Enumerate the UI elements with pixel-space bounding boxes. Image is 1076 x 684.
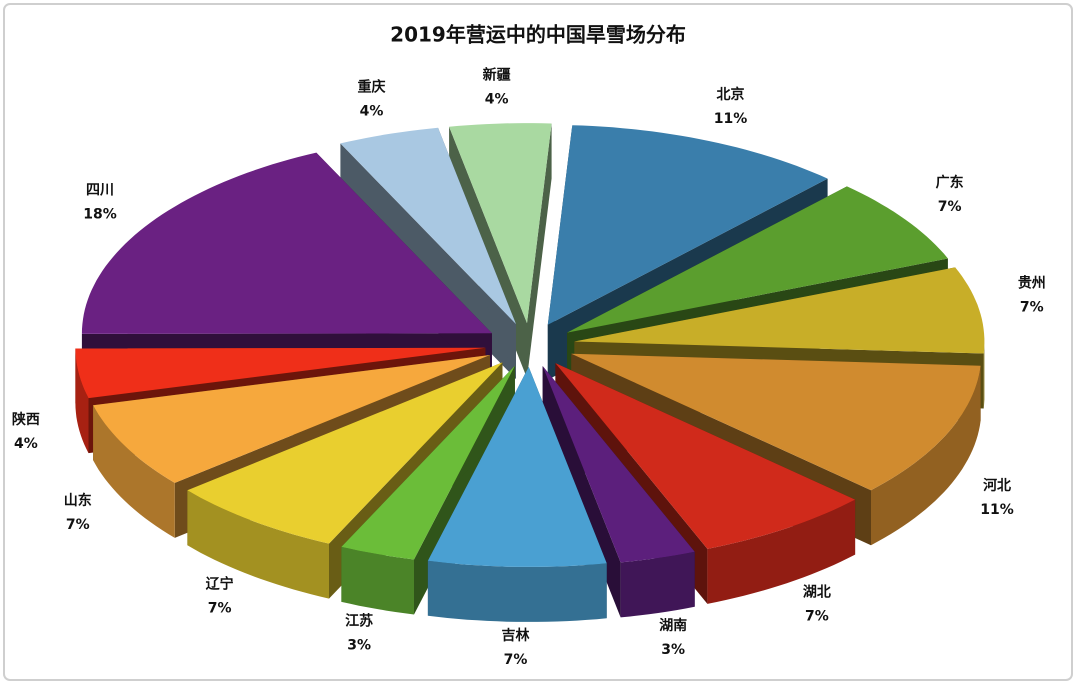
slice-label: 四川 — [86, 183, 114, 199]
value-label: 7% — [66, 517, 90, 533]
slice-wall — [427, 560, 607, 622]
pie — [75, 123, 985, 622]
slice-wall — [341, 546, 414, 615]
slice — [542, 366, 695, 563]
slice-label: 河北 — [983, 477, 1011, 494]
slice-label: 辽宁 — [206, 575, 234, 592]
slice — [449, 123, 552, 324]
value-label: 4% — [485, 92, 509, 108]
slice-label: 吉林 — [501, 627, 529, 644]
value-label: 11% — [980, 502, 1014, 518]
value-label: 4% — [360, 103, 384, 119]
slice-label: 广东 — [936, 174, 964, 191]
slice — [571, 353, 981, 491]
slice-label: 陕西 — [12, 411, 40, 428]
slice — [340, 127, 516, 325]
value-label: 7% — [938, 199, 962, 215]
slice — [555, 363, 856, 549]
slice — [547, 125, 828, 325]
slice — [427, 366, 607, 567]
slice-wall — [75, 348, 89, 454]
value-label: 7% — [208, 600, 232, 616]
slice — [341, 365, 515, 560]
value-label: 7% — [1020, 300, 1044, 316]
value-label: 7% — [504, 652, 528, 668]
slice-label: 北京 — [717, 86, 745, 103]
slice-wall — [187, 490, 329, 599]
slice-side — [527, 123, 552, 379]
slice-label: 新疆 — [483, 67, 511, 84]
slice-wall — [983, 341, 985, 409]
slice — [93, 355, 490, 483]
slice-label: 湖北 — [803, 585, 831, 601]
chart-title: 2019年营运中的中国旱雪场分布 — [390, 23, 686, 47]
slice-label: 湖南 — [659, 617, 687, 634]
slice-wall — [93, 405, 175, 538]
slice — [75, 347, 486, 399]
value-label: 3% — [347, 638, 371, 654]
value-label: 18% — [83, 207, 117, 223]
slice-wall — [707, 499, 856, 604]
slice-wall — [871, 365, 981, 546]
value-label: 7% — [805, 609, 829, 625]
slice-wall — [620, 551, 695, 618]
slice — [574, 267, 985, 354]
slice-label: 山东 — [64, 492, 92, 509]
labels: 北京 11% 广东 7% 贵州 7% 河北 11% 湖北 7% 湖南 3% 吉林 7% 江苏 3% 辽宁 7% 山东… — [12, 67, 1046, 668]
slice-label: 重庆 — [358, 78, 386, 95]
value-label: 11% — [714, 111, 748, 127]
slice — [567, 186, 948, 333]
value-label: 3% — [661, 642, 685, 658]
slice — [187, 362, 503, 544]
slice-label: 贵州 — [1018, 275, 1046, 292]
slice-label: 江苏 — [345, 613, 373, 630]
slice — [81, 152, 492, 334]
value-label: 4% — [14, 436, 38, 452]
